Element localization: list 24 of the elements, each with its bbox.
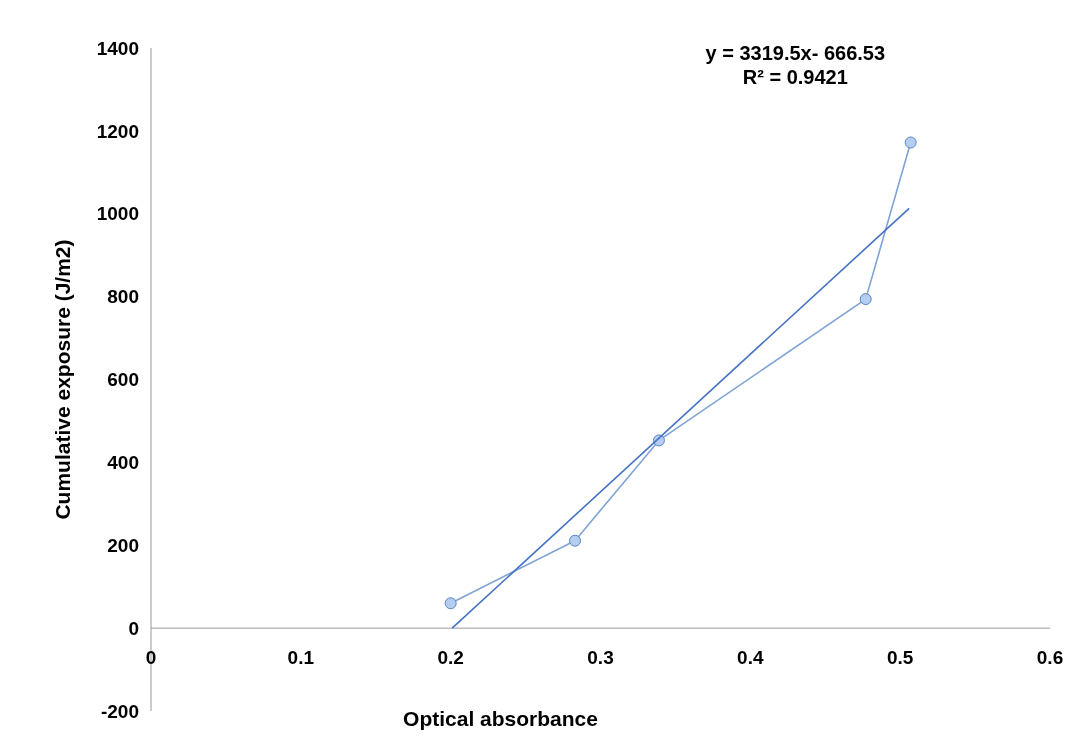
x-tick-label: 0: [145, 647, 157, 669]
point: [859, 293, 872, 306]
x-tick-label: 0.4: [737, 647, 764, 669]
point: [904, 136, 917, 149]
x-tick-label: 0.3: [587, 647, 614, 669]
y-tick-label: -200: [100, 700, 139, 722]
y-tick-label: 600: [107, 369, 139, 391]
y-tick-label: 0: [128, 617, 139, 639]
y-tick-label: 800: [107, 286, 139, 308]
x-tick-label: 0.2: [437, 647, 464, 669]
y-tick-label: 200: [107, 534, 139, 556]
y-tick-label: 1000: [96, 203, 139, 225]
x-tick-label: 0.5: [886, 647, 914, 669]
annotation: y = 3319.5x- 666.53: [705, 42, 886, 65]
x-axis-title: Optical absorbance: [403, 707, 598, 730]
point: [444, 597, 457, 610]
x-tick-label: 0.6: [1036, 647, 1064, 669]
x-tick-label: 0.1: [287, 647, 315, 669]
y-tick-label: 400: [107, 452, 139, 474]
y-tick-label: 1200: [96, 120, 139, 142]
y-tick-label: 1400: [96, 37, 139, 59]
annotation: R² = 0.9421: [742, 66, 848, 89]
point: [569, 534, 582, 547]
y-axis-title: Cumulative exposure (J/m2): [51, 239, 74, 520]
